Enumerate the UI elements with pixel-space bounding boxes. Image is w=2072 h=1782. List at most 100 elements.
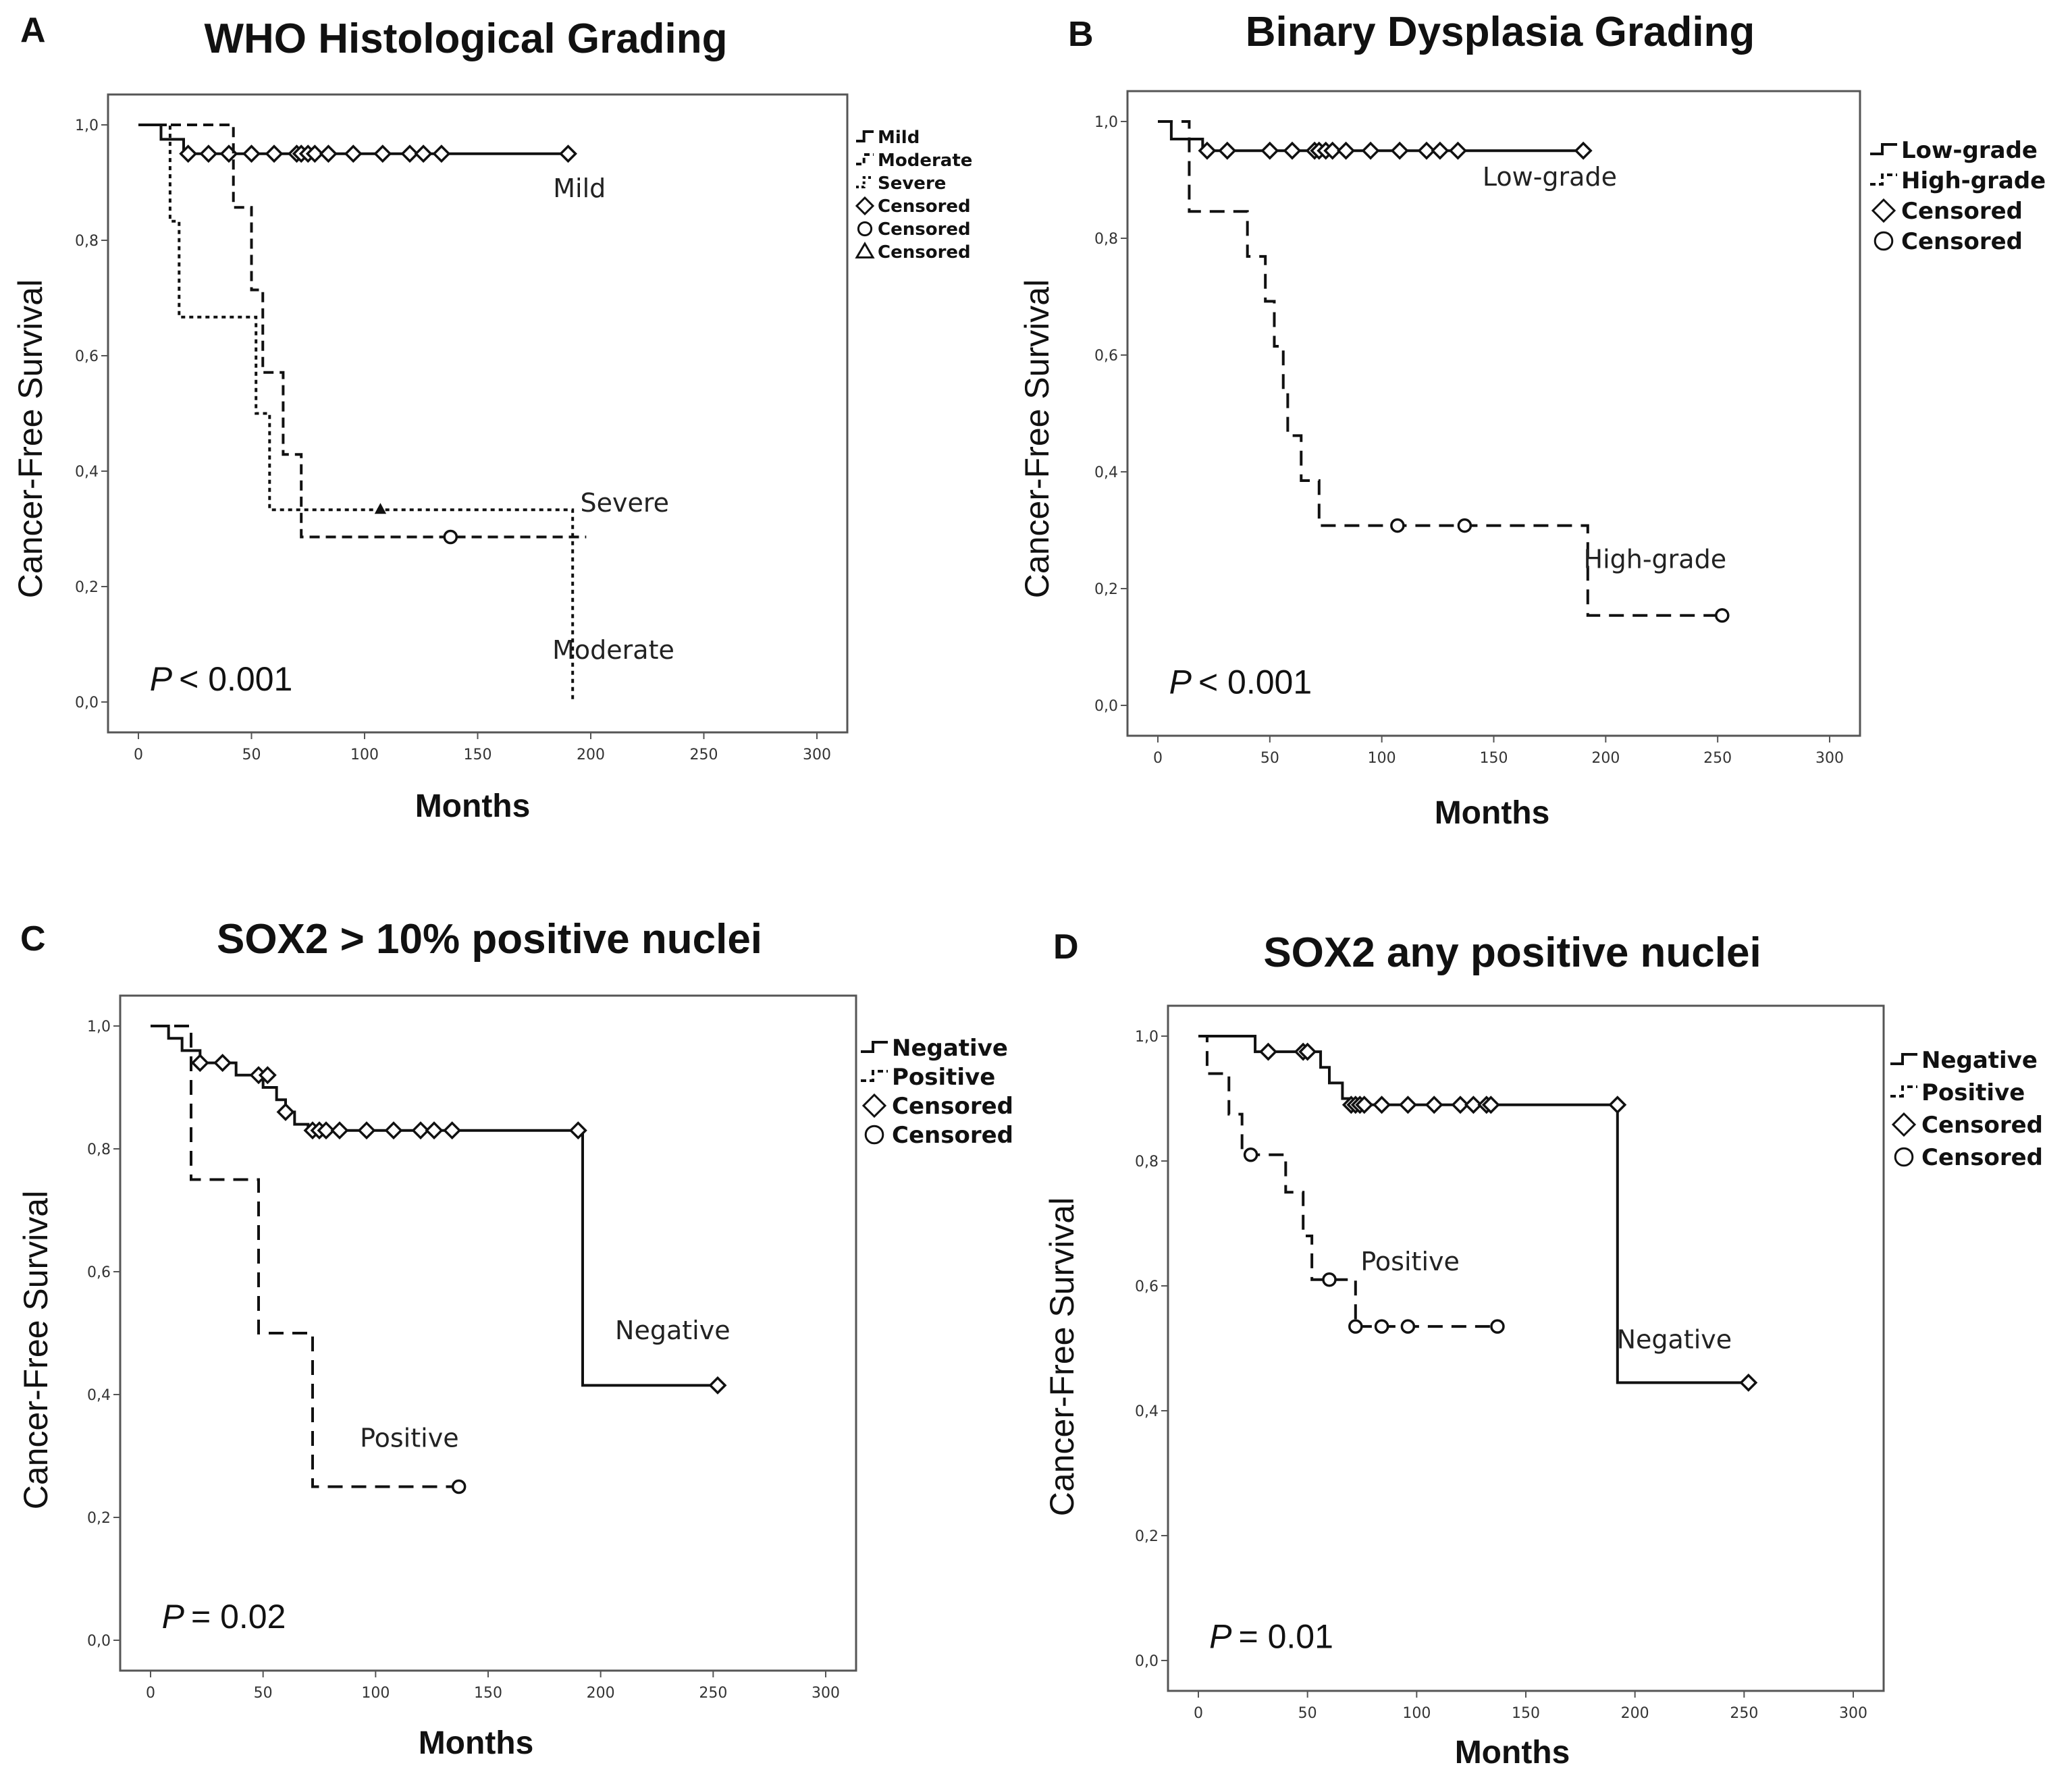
chart-title: Binary Dysplasia Grading: [1246, 9, 1755, 55]
censor-marker-circle: [1457, 518, 1472, 533]
y-tick-label: 0,2: [75, 579, 99, 596]
legend-label: Censored: [878, 242, 971, 263]
x-tick-label: 300: [812, 1685, 840, 1702]
censor-marker-diamond: [213, 1054, 232, 1073]
x-tick-label: 150: [1512, 1705, 1540, 1722]
censor-marker-diamond: [425, 1121, 444, 1140]
panel-letter: B: [1068, 15, 1094, 54]
x-tick-label: 250: [1703, 750, 1732, 767]
panel-d: D SOX2 any positive nuclei 0 50 100 150 200 250…: [1043, 927, 2043, 1771]
x-axis-label: Months: [419, 1725, 534, 1761]
censor-marker-diamond: [1451, 1096, 1470, 1114]
censor-marker-diamond: [1481, 1096, 1500, 1114]
legend-line-negative: [861, 1041, 888, 1053]
y-axis-label: Cancer-Free Survival: [11, 279, 49, 598]
y-tick-label: 0,0: [75, 695, 99, 711]
legend-line-mild: [856, 130, 874, 142]
legend-line-positive: [1890, 1085, 1917, 1098]
survival-curve-severe: [138, 124, 575, 702]
panel-c: C SOX2 > 10% positive nuclei 0 50 100 150 200 2…: [17, 916, 1013, 1761]
y-tick-label: 1,0: [87, 1019, 111, 1035]
x-tick-label: 250: [699, 1685, 727, 1702]
curve-label: Positive: [360, 1423, 459, 1453]
y-tick-label: 0,2: [1135, 1528, 1159, 1545]
survival-curve-moderate: [138, 124, 587, 539]
y-tick-label: 1,0: [1094, 114, 1118, 131]
curve-label: Low-grade: [1483, 162, 1617, 192]
y-axis-label: Cancer-Free Survival: [1018, 279, 1056, 598]
legend-label: Mild: [878, 128, 920, 148]
legend-label: Censored: [1901, 228, 2023, 255]
y-tick-label: 0,0: [1094, 698, 1118, 715]
legend-label: High-grade: [1901, 167, 2046, 194]
censor-marker-diamond: [1361, 141, 1380, 160]
y-axis-label: Cancer-Free Survival: [1043, 1197, 1081, 1516]
censor-marker-diamond: [1258, 1042, 1277, 1061]
legend-label: Moderate: [878, 151, 972, 171]
censor-marker-diamond: [258, 1066, 277, 1085]
legend-label: Censored: [878, 219, 971, 240]
censor-marker-circle: [1243, 1148, 1258, 1162]
curve-label: Severe: [580, 488, 669, 518]
x-tick-label: 150: [1480, 750, 1508, 767]
panel-letter: C: [20, 919, 46, 959]
legend-label: Positive: [1921, 1079, 2025, 1106]
legend-diamond-marker: [1891, 1112, 1917, 1137]
censor-marker-diamond: [1298, 1042, 1317, 1061]
legend-diamond-marker: [1871, 198, 1896, 223]
curve-label: High-grade: [1584, 545, 1727, 574]
censor-marker-diamond: [411, 1121, 430, 1140]
censor-marker-diamond: [357, 1121, 376, 1140]
legend: MildModerateSevereCensoredCensoredCensor…: [855, 128, 972, 263]
x-tick-label: 50: [242, 747, 261, 763]
legend-diamond-marker: [861, 1093, 887, 1118]
x-tick-label: 0: [1194, 1705, 1203, 1722]
y-tick-label: 0,8: [87, 1141, 111, 1158]
censor-marker-diamond: [1390, 141, 1409, 160]
censor-marker-circle: [1374, 1319, 1389, 1334]
censor-marker-circle: [1348, 1319, 1363, 1334]
censor-marker-diamond: [276, 1102, 295, 1121]
censor-marker-diamond: [242, 144, 261, 163]
censor-marker-diamond: [179, 144, 198, 163]
panel-letter: A: [20, 11, 46, 50]
p-value: P < 0.001: [150, 660, 293, 698]
censor-marker-diamond: [1218, 141, 1237, 160]
censor-marker-diamond: [400, 144, 419, 163]
censor-marker-diamond: [1425, 1096, 1443, 1114]
censor-marker-diamond: [384, 1121, 403, 1140]
y-tick-label: 0,6: [87, 1264, 111, 1281]
x-tick-label: 50: [1298, 1705, 1317, 1722]
y-tick-label: 0,0: [1135, 1653, 1159, 1670]
p-value-text: = 0.02: [191, 1598, 286, 1636]
censor-marker-diamond: [1337, 141, 1356, 160]
censor-marker-diamond: [443, 1121, 462, 1140]
x-tick-label: 0: [1153, 750, 1163, 767]
censor-marker-diamond: [568, 1121, 587, 1140]
censor-marker-circle: [1390, 518, 1405, 533]
y-tick-label: 0,2: [87, 1510, 111, 1527]
x-tick-label: 200: [587, 1685, 615, 1702]
legend-line-low-grade: [1870, 143, 1897, 155]
legend-label: Positive: [892, 1064, 995, 1091]
curve-label: Negative: [1617, 1325, 1732, 1355]
legend-label: Censored: [892, 1122, 1013, 1149]
legend-label: Censored: [892, 1093, 1013, 1120]
p-value-text: = 0.01: [1239, 1618, 1333, 1656]
censor-marker-circle: [443, 529, 458, 545]
censor-marker-diamond: [1417, 141, 1436, 160]
p-value: P = 0.01: [1209, 1618, 1333, 1656]
legend-label: Negative: [1921, 1047, 2038, 1074]
legend-triangle-marker: [855, 242, 875, 259]
censor-marker-diamond: [317, 1121, 336, 1140]
y-tick-label: 0,6: [1135, 1278, 1159, 1295]
legend: Low-grade High-grade Censored Censored: [1870, 137, 2046, 255]
legend-circle-marker: [1874, 231, 1894, 251]
censor-marker-diamond: [199, 144, 218, 163]
legend-circle-marker: [864, 1125, 884, 1145]
chart-title: SOX2 any positive nuclei: [1263, 929, 1761, 976]
legend-label: Severe: [878, 173, 946, 194]
p-value-text: < 0.001: [179, 660, 292, 698]
censor-marker-diamond: [319, 144, 338, 163]
legend-label: Negative: [892, 1035, 1008, 1062]
